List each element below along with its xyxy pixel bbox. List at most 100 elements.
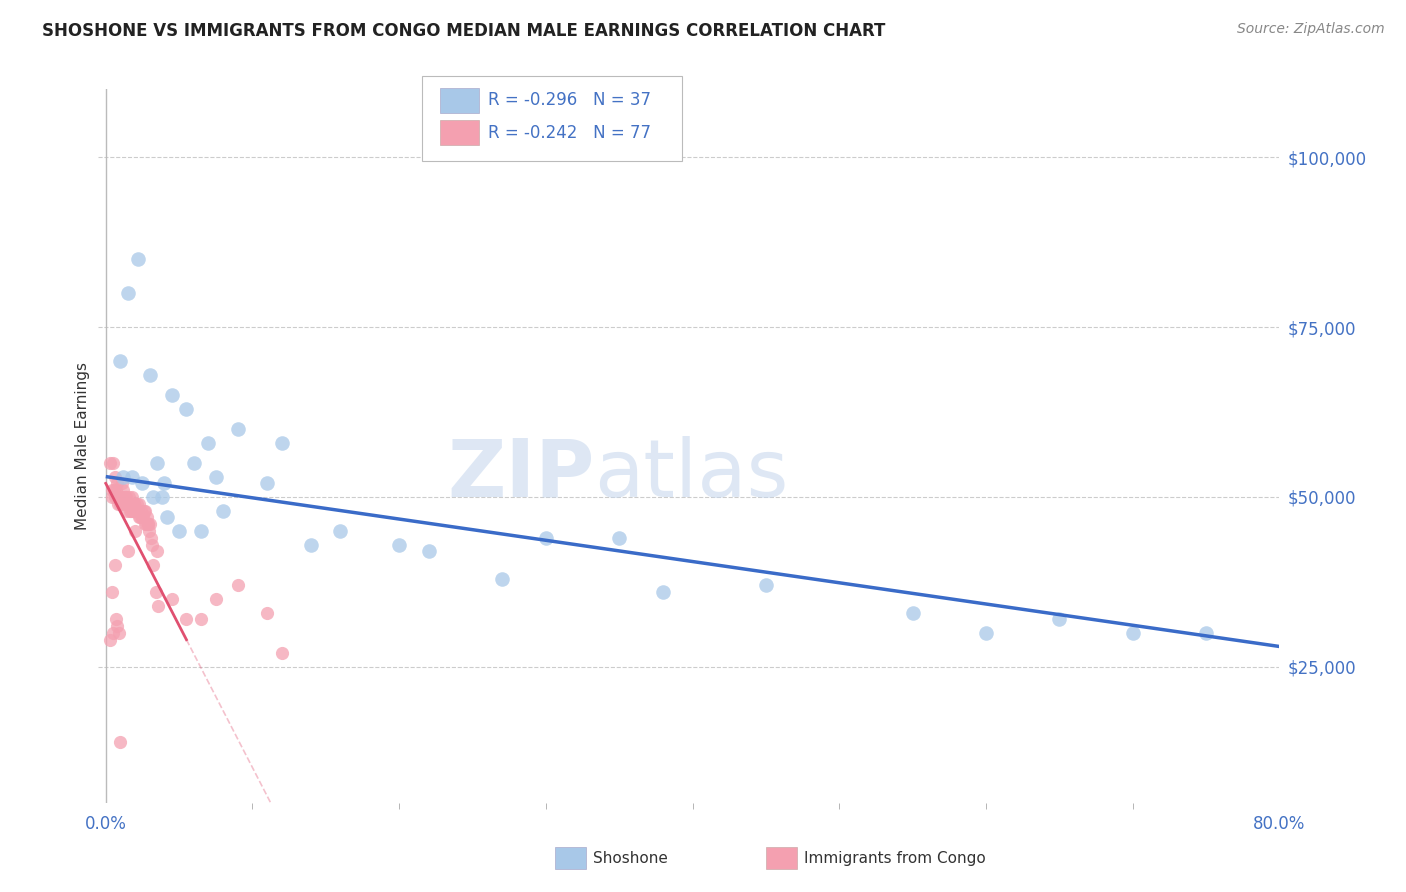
Point: [1047, 612, 1070, 626]
Point: [136, 517, 159, 532]
Point: [118, 490, 141, 504]
Point: [652, 585, 675, 599]
Point: [112, 469, 135, 483]
Point: [110, 354, 132, 368]
Point: [129, 503, 152, 517]
Point: [104, 490, 127, 504]
Point: [204, 469, 226, 483]
Point: [329, 524, 352, 538]
Point: [176, 401, 198, 416]
Point: [100, 585, 122, 599]
Point: [98, 456, 121, 470]
Point: [124, 503, 146, 517]
Point: [105, 490, 128, 504]
Point: [131, 510, 153, 524]
Point: [103, 558, 125, 572]
Point: [129, 510, 152, 524]
Point: [139, 531, 162, 545]
Point: [491, 572, 513, 586]
Point: [901, 606, 924, 620]
Point: [122, 497, 145, 511]
Point: [150, 490, 173, 504]
Point: [1122, 626, 1144, 640]
Point: [299, 537, 322, 551]
Point: [212, 503, 235, 517]
Point: [103, 469, 125, 483]
Point: [108, 497, 131, 511]
Point: [117, 497, 139, 511]
Point: [190, 524, 212, 538]
Point: [120, 503, 142, 517]
Point: [111, 490, 134, 504]
Point: [160, 591, 183, 606]
Point: [146, 456, 169, 470]
Point: [100, 483, 122, 498]
Point: [107, 476, 129, 491]
Point: [139, 368, 162, 382]
Point: [204, 591, 226, 606]
Point: [607, 531, 630, 545]
Point: [131, 476, 153, 491]
Point: [388, 537, 411, 551]
Point: [98, 632, 121, 647]
Point: [128, 510, 150, 524]
Text: SHOSHONE VS IMMIGRANTS FROM CONGO MEDIAN MALE EARNINGS CORRELATION CHART: SHOSHONE VS IMMIGRANTS FROM CONGO MEDIAN…: [42, 22, 886, 40]
Text: Shoshone: Shoshone: [593, 851, 668, 865]
Point: [131, 510, 153, 524]
Point: [110, 490, 132, 504]
Point: [112, 497, 135, 511]
Point: [534, 531, 557, 545]
Text: ZIP: ZIP: [447, 435, 595, 514]
Text: R = -0.296   N = 37: R = -0.296 N = 37: [488, 91, 651, 109]
Point: [167, 524, 190, 538]
Point: [270, 435, 292, 450]
Point: [108, 626, 131, 640]
Point: [135, 517, 157, 532]
Point: [118, 503, 141, 517]
Point: [256, 476, 278, 491]
Text: R = -0.242   N = 77: R = -0.242 N = 77: [488, 124, 651, 142]
Point: [145, 585, 167, 599]
Point: [138, 524, 160, 538]
Point: [103, 483, 125, 498]
Point: [135, 510, 157, 524]
Point: [101, 456, 124, 470]
Point: [270, 646, 292, 660]
Point: [114, 497, 136, 511]
Point: [117, 497, 139, 511]
Point: [107, 497, 129, 511]
Point: [160, 388, 183, 402]
Point: [146, 599, 169, 613]
Point: [112, 483, 135, 498]
Point: [122, 503, 145, 517]
Point: [117, 286, 139, 301]
Point: [142, 490, 165, 504]
Point: [183, 456, 205, 470]
Point: [127, 503, 149, 517]
Point: [117, 544, 139, 558]
Point: [101, 490, 124, 504]
Point: [125, 497, 148, 511]
Point: [125, 503, 148, 517]
Point: [115, 490, 138, 504]
Text: Immigrants from Congo: Immigrants from Congo: [804, 851, 986, 865]
Point: [114, 490, 136, 504]
Text: Source: ZipAtlas.com: Source: ZipAtlas.com: [1237, 22, 1385, 37]
Point: [190, 612, 212, 626]
Point: [121, 490, 143, 504]
Point: [127, 503, 149, 517]
Point: [256, 606, 278, 620]
Point: [142, 558, 165, 572]
Point: [755, 578, 778, 592]
Point: [111, 476, 134, 491]
Point: [226, 578, 249, 592]
Point: [121, 469, 143, 483]
Point: [120, 497, 142, 511]
Point: [974, 626, 997, 640]
Point: [124, 524, 146, 538]
Point: [101, 626, 124, 640]
Point: [153, 476, 176, 491]
Point: [110, 490, 132, 504]
Point: [134, 503, 156, 517]
Point: [132, 510, 155, 524]
